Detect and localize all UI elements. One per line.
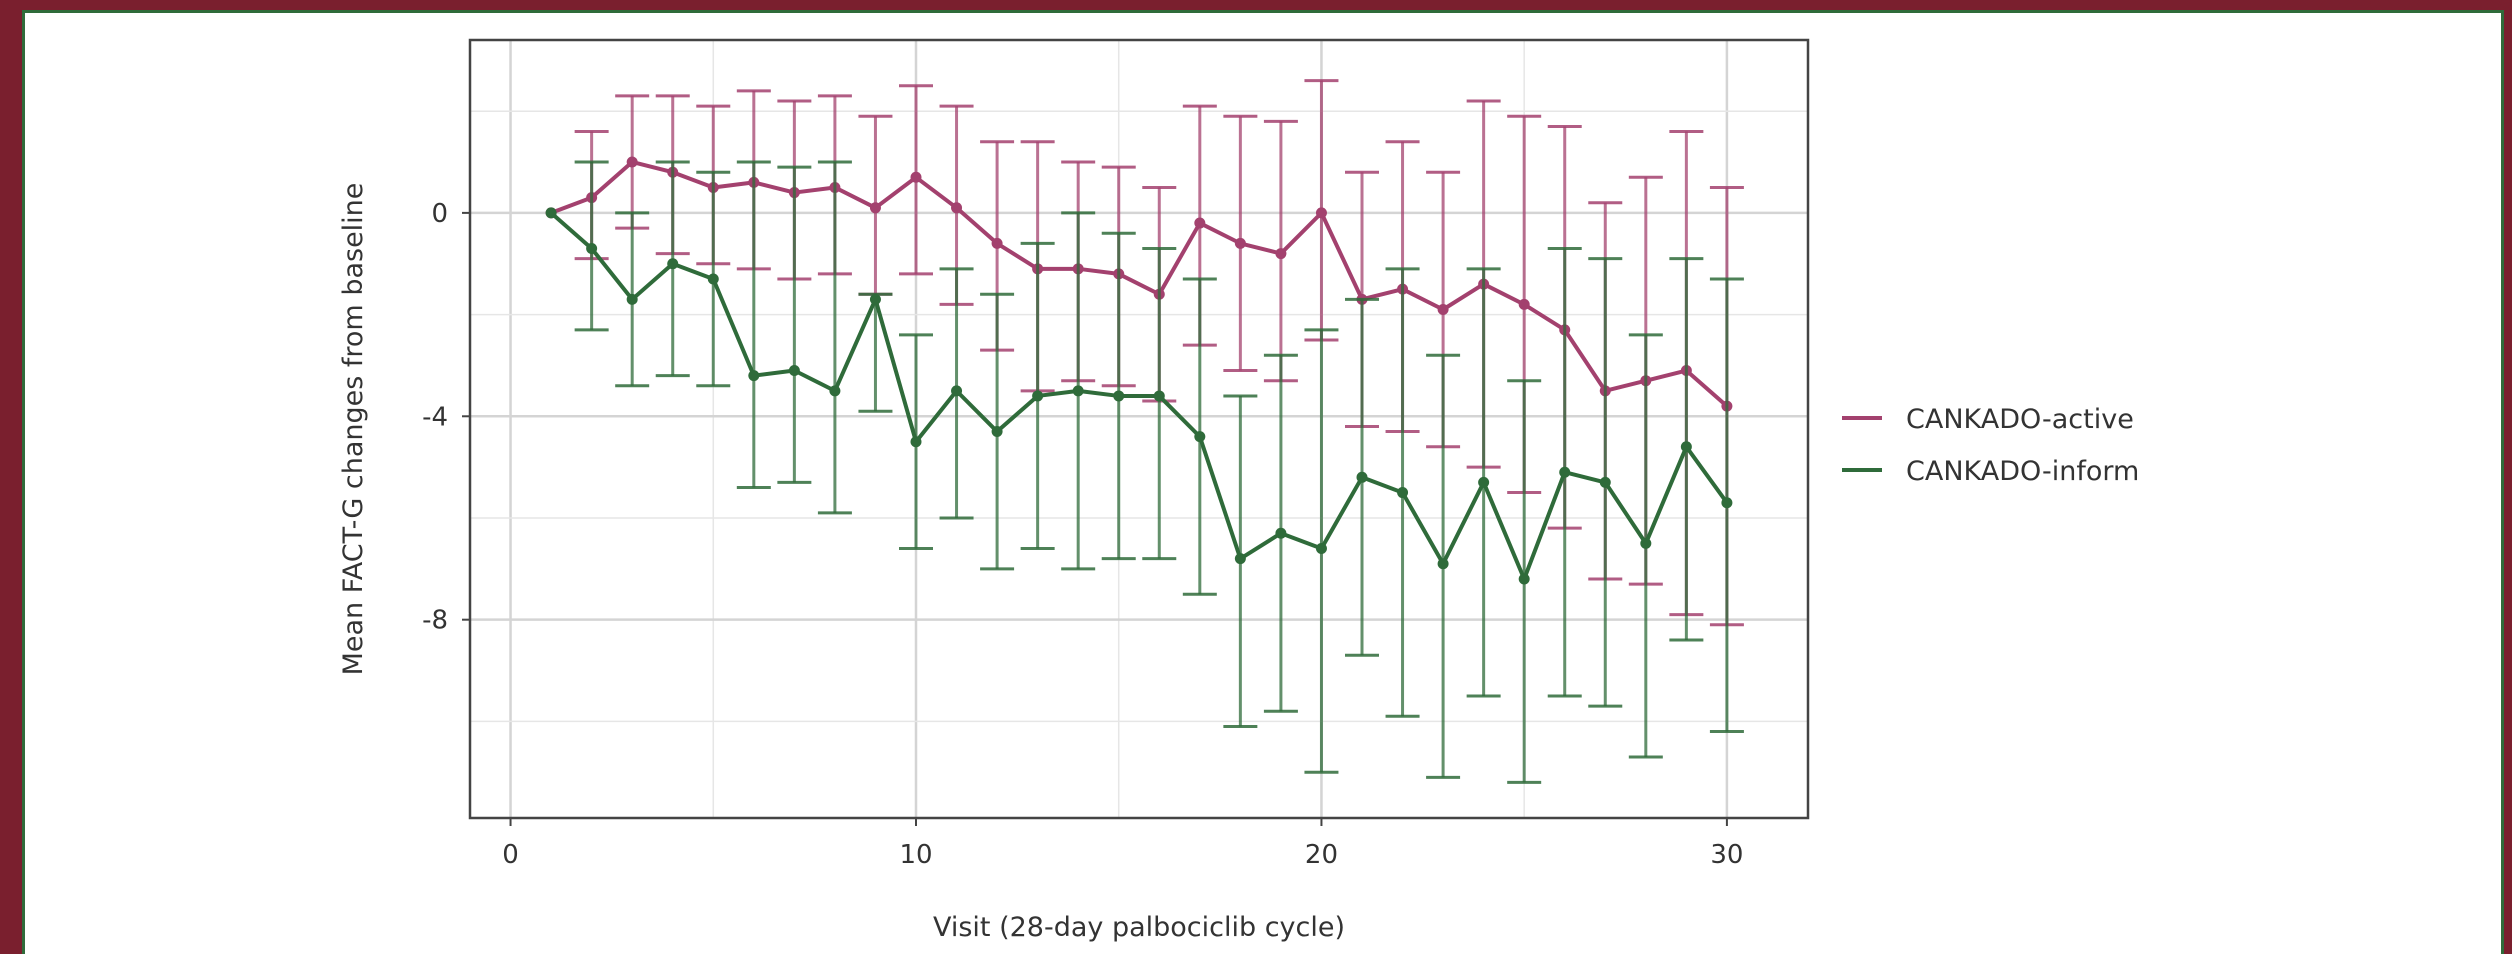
plot-area [470,40,1808,818]
y-axis-title: Mean FACT-G changes from baseline [338,183,369,676]
data-point [626,293,638,305]
data-point [788,365,800,377]
x-tick-label: 10 [899,840,932,870]
data-point [1194,217,1206,229]
x-tick-label: 30 [1710,840,1743,870]
data-point [1397,487,1409,499]
data-point [1153,390,1165,402]
axes-frame [468,38,1810,820]
data-point [1559,466,1571,478]
data-point [1437,304,1449,316]
series-line [549,211,1729,582]
x-tick-label: 0 [502,840,519,870]
data-point [1356,471,1368,483]
series-layer [545,79,1744,784]
data-point [1437,558,1449,570]
tick-labels: 0 10 20 30 0 -4 -8 [422,199,1743,870]
data-point [910,171,922,183]
data-point [707,273,719,285]
legend-label: CANKADO-active [1906,404,2134,435]
legend-label: CANKADO-inform [1906,456,2139,487]
data-point [1680,441,1692,453]
data-point [748,370,760,382]
y-tick-label: -4 [422,402,448,432]
data-point [910,436,922,448]
series-line [550,160,1729,408]
data-point [1113,390,1125,402]
data-point [1032,390,1044,402]
data-point [1072,385,1084,397]
data-point [1315,542,1327,554]
data-point [869,293,881,305]
data-point [1194,431,1206,443]
y-tick-label: 0 [431,199,448,229]
data-point [869,202,881,214]
data-point [1234,237,1246,249]
x-tick-label: 20 [1305,840,1338,870]
data-point [1721,497,1733,509]
data-point [991,426,1003,438]
data-point [1234,553,1246,565]
data-point [586,242,598,254]
data-point [991,237,1003,249]
data-point [1640,537,1652,549]
x-axis-title: Visit (28-day palbociclib cycle) [933,912,1345,943]
legend: CANKADO-active CANKADO-inform [1842,404,2139,487]
data-point [1315,207,1327,219]
data-point [1599,476,1611,488]
data-point [951,385,963,397]
data-point [667,258,679,270]
plot-border [468,38,1810,820]
data-point [1275,248,1287,260]
y-tick-label: -8 [422,606,448,636]
data-point [545,207,557,219]
data-point [1518,298,1530,310]
data-point [1478,476,1490,488]
data-point [626,156,638,168]
data-point [1275,527,1287,539]
data-point [1518,573,1530,585]
data-point [829,385,841,397]
data-point [951,202,963,214]
series-CANKADO-inform [545,160,1744,784]
